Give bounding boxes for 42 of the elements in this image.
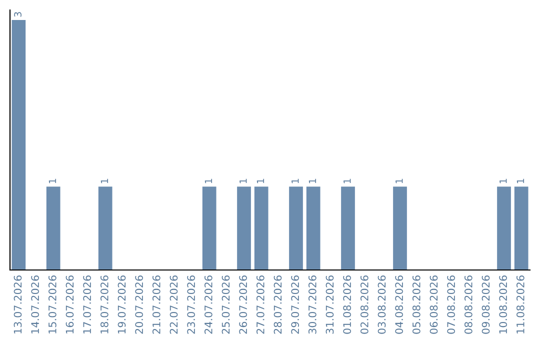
x-tick-label: 19.07.2026 [118,276,126,334]
x-tick-label: 17.07.2026 [83,276,92,334]
x-tick-label: 31.07.2026 [326,276,334,334]
x-tick-label: 27.07.2026 [256,276,264,334]
x-tick-label: 16.07.2026 [66,276,74,334]
x-tick-label: 20.07.2026 [135,276,144,334]
x-tick-label: 02.08.2026 [360,276,368,334]
data-label: 1 [500,178,507,184]
x-tick-label: 26.07.2026 [239,276,248,334]
data-label: 1 [292,178,299,184]
x-tick-label: 10.08.2026 [499,276,508,334]
x-tick-label: 14.07.2026 [31,276,40,334]
x-tick-label: 28.07.2026 [274,276,282,334]
data-label: 3 [14,12,22,17]
data-label: 1 [204,178,212,184]
x-tick-label: 08.08.2026 [464,276,472,334]
x-tick-label: 13.07.2026 [14,276,22,334]
x-tick-label: 05.08.2026 [412,276,420,334]
x-tick-label: 30.07.2026 [308,276,316,334]
x-tick-label: 18.07.2026 [100,276,108,334]
data-label: 1 [516,178,524,184]
x-tick-label: 09.08.2026 [482,276,490,334]
data-label: 1 [256,178,264,184]
x-tick-label: 29.07.2026 [291,276,300,334]
x-tick-label: 24.07.2026 [204,276,212,334]
x-tick-label: 04.08.2026 [395,276,404,334]
x-tick-label: 01.08.2026 [343,276,352,334]
x-tick-label: 15.07.2026 [48,276,56,334]
x-tick-label: 11.08.2026 [516,276,524,334]
data-label: 1 [396,178,403,184]
x-tick-label: 22.07.2026 [170,276,178,334]
data-label: 1 [240,178,247,184]
x-tick-label: 25.07.2026 [222,276,230,334]
x-tick-label: 03.08.2026 [378,276,386,334]
x-tick-label: 07.08.2026 [447,276,456,334]
data-label: 1 [100,178,108,184]
x-tick-label: 21.07.2026 [152,276,160,334]
data-label: 1 [48,178,56,184]
x-tick-label: 23.07.2026 [187,276,196,334]
data-label: 1 [308,178,316,184]
x-tick-label: 06.08.2026 [430,276,438,334]
data-label: 1 [344,178,351,184]
